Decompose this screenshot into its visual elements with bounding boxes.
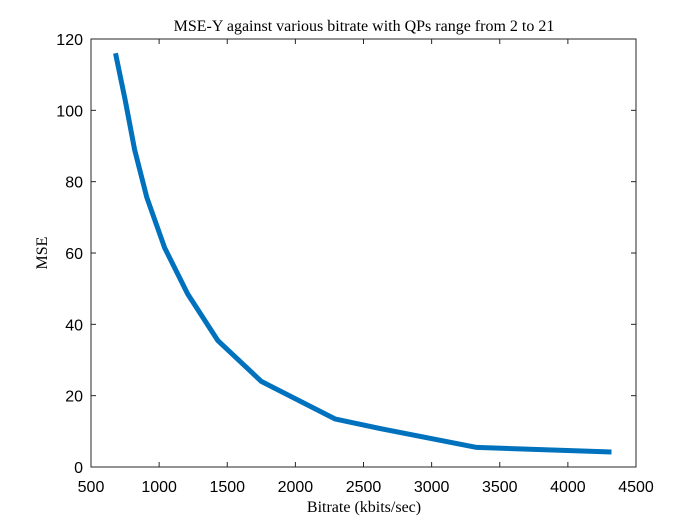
x-axis-label: Bitrate (kbits/sec) xyxy=(307,499,421,516)
y-tick-label: 100 xyxy=(56,103,83,120)
y-tick-label: 0 xyxy=(74,460,83,477)
x-tick-label: 2000 xyxy=(278,479,314,496)
y-tick-label: 120 xyxy=(56,32,83,49)
y-tick-label: 20 xyxy=(65,389,83,406)
plot-area: 500 1000 1500 2000 2500 3000 3500 4000 4500 0 20 40… xyxy=(56,32,654,496)
y-tick-label: 40 xyxy=(65,317,83,334)
series-line xyxy=(113,52,612,455)
y-tick-label: 60 xyxy=(65,246,83,263)
axes-box xyxy=(90,38,637,468)
y-axis-label: MSE xyxy=(34,237,51,270)
x-tick-label: 4500 xyxy=(618,479,654,496)
x-tick-label: 2500 xyxy=(346,479,382,496)
x-tick-label: 3000 xyxy=(414,479,450,496)
y-tick-label: 80 xyxy=(65,175,83,192)
x-tick-label: 4000 xyxy=(550,479,586,496)
x-tick-label: 1000 xyxy=(141,479,177,496)
x-tick-label: 500 xyxy=(78,479,105,496)
x-tick-label: 3500 xyxy=(482,479,518,496)
x-tick-label: 1500 xyxy=(209,479,245,496)
chart-title: MSE-Y against various bitrate with QPs r… xyxy=(174,18,555,35)
